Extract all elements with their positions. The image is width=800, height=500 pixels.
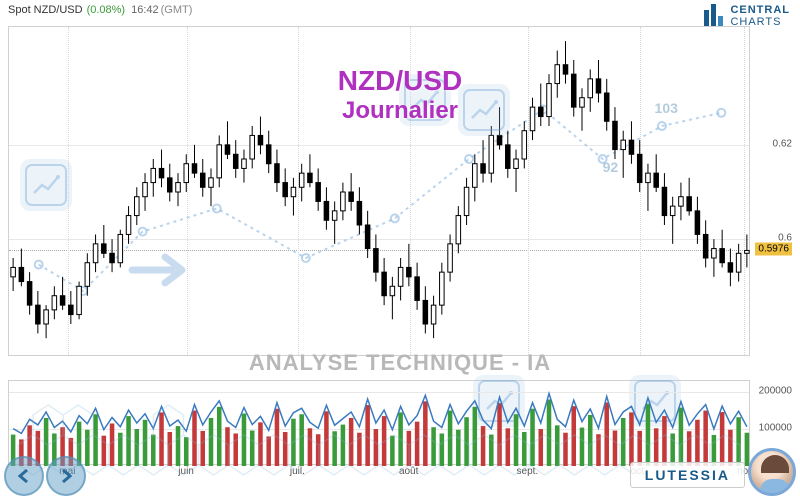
price-chart[interactable]: 10392: [8, 26, 750, 356]
logo-bars-icon: [704, 4, 724, 28]
nav-prev-button[interactable]: [4, 456, 44, 496]
volume-chart[interactable]: [8, 380, 750, 465]
avatar-icon[interactable]: [748, 448, 796, 496]
lutessia-badge[interactable]: LUTESSIA: [630, 462, 745, 488]
nav-next-button[interactable]: [46, 456, 86, 496]
brand-logo[interactable]: CENTRAL CHARTS: [704, 4, 790, 28]
logo-text: CENTRAL CHARTS: [730, 4, 790, 28]
timezone: (GMT): [161, 4, 193, 16]
price-axis: 0.620.60.5976: [752, 26, 792, 356]
nav-arrows: [4, 456, 86, 496]
instrument-name: Spot NZD/USD: [8, 4, 83, 16]
price-change: (0.08%): [87, 4, 126, 16]
timestamp: 16:42: [131, 4, 159, 16]
chart-header: Spot NZD/USD (0.08%) 16:42 (GMT): [0, 0, 800, 20]
